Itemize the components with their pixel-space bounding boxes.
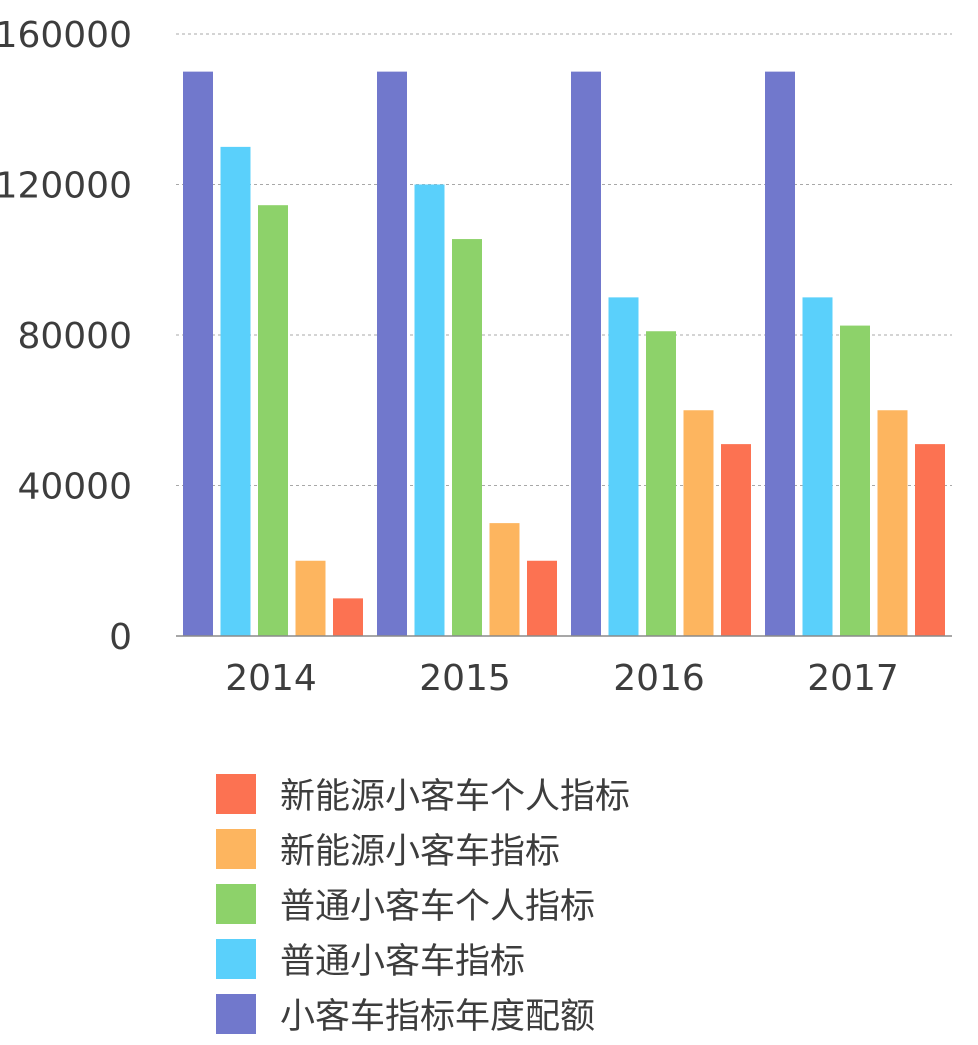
x-tick-label: 2015 xyxy=(419,658,511,699)
legend: 新能源小客车个人指标 新能源小客车指标 普通小客车个人指标 普通小客车指标 小客… xyxy=(216,770,630,1045)
bar xyxy=(183,71,213,636)
bar xyxy=(802,297,833,636)
legend-swatch xyxy=(216,773,256,814)
legend-label: 新能源小客车指标 xyxy=(280,832,561,872)
y-tick-label: 160000 xyxy=(0,15,132,56)
bars xyxy=(183,71,945,636)
x-tick-label: 2017 xyxy=(807,658,899,699)
bar-chart: 0 40000 80000 120000 160000 2014 2015 2016 2017 xyxy=(0,15,952,699)
legend-label: 新能源小客车个人指标 xyxy=(280,777,631,817)
bar xyxy=(840,325,870,636)
y-tick-label: 0 xyxy=(109,617,132,658)
legend-label: 普通小客车个人指标 xyxy=(280,887,596,927)
x-tick-label: 2014 xyxy=(225,658,317,699)
bar xyxy=(333,598,363,636)
legend-item: 小客车指标年度配额 xyxy=(216,990,630,1037)
legend-swatch xyxy=(216,938,256,979)
bar xyxy=(683,410,714,636)
bar xyxy=(220,146,251,636)
x-tick-label: 2016 xyxy=(613,658,705,699)
bar xyxy=(489,523,520,636)
y-axis-labels: 0 40000 80000 120000 160000 xyxy=(0,15,132,658)
legend-item: 新能源小客车指标 xyxy=(216,825,630,872)
bar xyxy=(877,410,908,636)
legend-swatch xyxy=(216,828,256,869)
bar xyxy=(295,560,326,636)
legend-swatch xyxy=(216,993,256,1034)
legend-swatch xyxy=(216,883,256,924)
x-axis-labels: 2014 2015 2016 2017 xyxy=(225,658,899,699)
bar xyxy=(646,331,676,636)
bar xyxy=(258,205,288,636)
y-tick-label: 80000 xyxy=(17,316,132,357)
legend-item: 普通小客车个人指标 xyxy=(216,880,630,927)
bar xyxy=(571,71,601,636)
legend-label: 小客车指标年度配额 xyxy=(280,997,596,1037)
bar xyxy=(915,444,945,636)
bar xyxy=(721,444,751,636)
bar xyxy=(377,71,407,636)
bar xyxy=(765,71,795,636)
y-tick-label: 120000 xyxy=(0,166,132,207)
grid-lines xyxy=(176,33,952,486)
y-tick-label: 40000 xyxy=(17,467,132,508)
legend-label: 普通小客车指标 xyxy=(280,942,526,982)
bar xyxy=(527,560,557,636)
legend-item: 新能源小客车个人指标 xyxy=(216,770,630,817)
bar xyxy=(608,297,639,636)
legend-item: 普通小客车指标 xyxy=(216,935,630,982)
bar xyxy=(452,239,482,636)
bar xyxy=(414,184,445,636)
